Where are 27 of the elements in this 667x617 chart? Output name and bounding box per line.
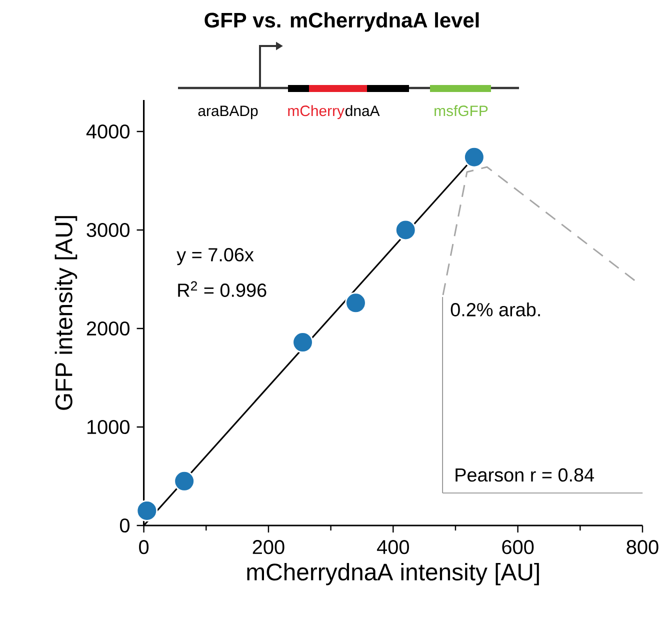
annotation: araBADp xyxy=(198,106,258,120)
y-axis-title: GFP intensity [AU] xyxy=(54,216,78,410)
point xyxy=(344,292,366,314)
y-tick-label: 2000 xyxy=(86,321,130,336)
x-tick-label: 400 xyxy=(376,540,409,554)
annotation: dnaA xyxy=(346,105,380,116)
point xyxy=(394,219,416,241)
y-tick-label: 1000 xyxy=(87,420,130,434)
point xyxy=(463,146,485,168)
x-axis-title: mCherrydnaA intensity [AU] xyxy=(247,562,539,586)
y-tick-label: 0 xyxy=(120,518,130,533)
annotation: 0.2% arab. xyxy=(450,302,540,316)
chart-title: GFP vs. mCherrydnaA level xyxy=(204,12,479,32)
x-tick-label: 600 xyxy=(502,540,534,554)
y-tick-label: 3000 xyxy=(86,222,130,238)
x-tick-label: 200 xyxy=(252,540,284,554)
point xyxy=(292,332,314,354)
annotation: R$^{2}$ = 0.996 xyxy=(178,281,266,297)
x-tick-label: 800 xyxy=(626,540,658,554)
annotation: msfGFP xyxy=(434,105,488,116)
point xyxy=(136,500,158,522)
x-tick-label: 0 xyxy=(139,540,149,554)
y-tick-label: 4000 xyxy=(86,124,130,139)
annotation: mCherry xyxy=(288,105,344,120)
point xyxy=(174,470,196,492)
annotation: y = 7.06x xyxy=(176,248,254,266)
annotation: Pearson r = 0.84 xyxy=(456,468,594,482)
